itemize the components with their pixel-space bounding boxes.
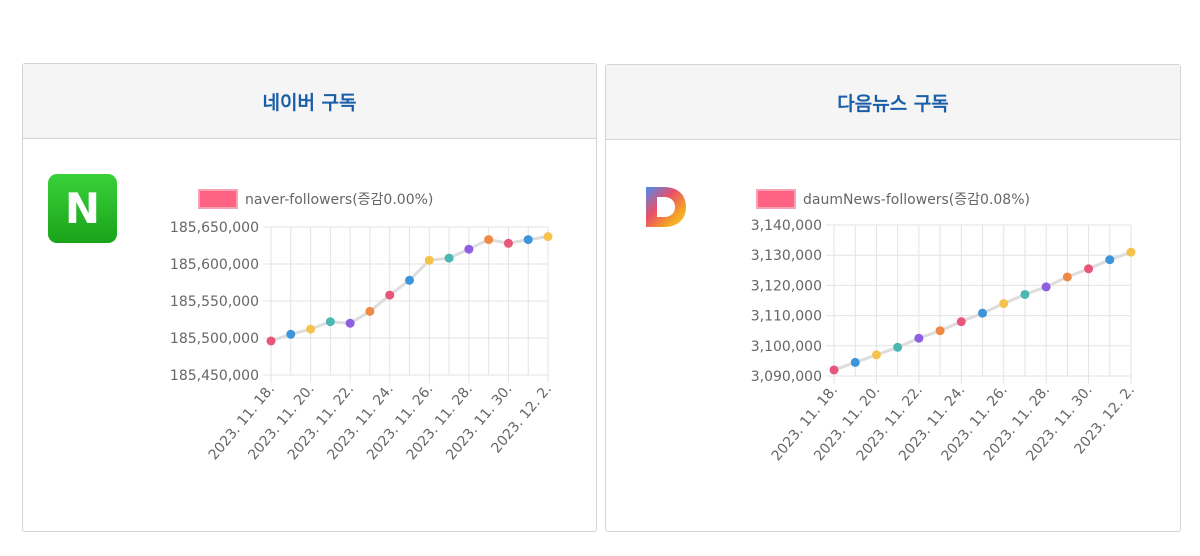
daum-y-tick-label: 3,120,000 [751, 278, 822, 294]
daum-data-point[interactable] [1084, 264, 1094, 274]
daum-data-point[interactable] [999, 299, 1009, 309]
daum-data-point[interactable] [1020, 289, 1030, 299]
daum-y-tick-label: 3,140,000 [751, 218, 822, 234]
daum-data-point[interactable] [1126, 247, 1136, 257]
daum-legend-label[interactable]: daumNews-followers(증감0.08%) [803, 192, 1030, 208]
naver-legend-label[interactable]: naver-followers(증감0.00%) [245, 192, 433, 208]
naver-y-tick-label: 185,550,000 [170, 294, 259, 310]
daum-data-point[interactable] [956, 317, 966, 327]
naver-logo-letter: N [64, 184, 101, 233]
daum-icon [646, 187, 686, 227]
daum-data-point[interactable] [1062, 272, 1072, 282]
daum-card: 다음뉴스 구독 daumNews-followers(증감0.08%) 3,140… [605, 64, 1181, 532]
daum-data-point[interactable] [935, 326, 945, 336]
naver-data-point[interactable] [503, 238, 513, 248]
daum-card-title: 다음뉴스 구독 [606, 65, 1180, 140]
daum-followers-chart: daumNews-followers(증감0.08%) 3,140,000 3,13… [751, 189, 1138, 464]
naver-icon: N [48, 174, 117, 243]
naver-data-point[interactable] [405, 275, 414, 285]
daum-legend-swatch[interactable] [756, 189, 796, 209]
daum-data-point[interactable] [893, 342, 903, 352]
daum-data-point[interactable] [978, 308, 987, 318]
daum-data-point[interactable] [829, 365, 839, 375]
naver-card-title: 네이버 구독 [23, 64, 596, 139]
daum-data-point[interactable] [1041, 282, 1051, 292]
daum-y-tick-label: 3,100,000 [751, 339, 822, 355]
daum-data-point[interactable] [871, 350, 881, 360]
naver-data-point[interactable] [444, 253, 454, 263]
naver-data-point[interactable] [464, 244, 474, 254]
naver-followers-chart: naver-followers(증감0.00%) 185,650,000 185,6… [170, 189, 555, 463]
daum-data-point[interactable] [914, 333, 924, 343]
daum-data-point[interactable] [1105, 255, 1115, 265]
naver-data-point[interactable] [523, 235, 533, 245]
naver-data-point[interactable] [325, 317, 335, 327]
naver-data-point[interactable] [424, 255, 434, 265]
daum-data-point[interactable] [850, 357, 860, 367]
daum-y-tick-label: 3,110,000 [751, 309, 822, 325]
naver-data-point[interactable] [385, 290, 395, 300]
naver-data-point[interactable] [266, 336, 276, 346]
naver-y-tick-label: 185,450,000 [170, 368, 259, 384]
daum-y-tick-label: 3,090,000 [751, 369, 822, 385]
daum-y-tick-label: 3,130,000 [751, 248, 822, 264]
naver-data-point[interactable] [365, 306, 375, 316]
naver-y-tick-label: 185,500,000 [170, 331, 259, 347]
naver-data-point[interactable] [484, 235, 494, 245]
naver-y-tick-label: 185,650,000 [170, 220, 259, 236]
naver-data-point[interactable] [306, 324, 316, 334]
naver-data-point[interactable] [345, 318, 355, 328]
naver-y-tick-label: 185,600,000 [170, 257, 259, 273]
naver-data-point[interactable] [543, 232, 553, 242]
naver-card: 네이버 구독 N naver-followers(증감0.00%) 185,650… [22, 63, 597, 532]
naver-legend-swatch[interactable] [198, 189, 238, 209]
naver-data-point[interactable] [286, 329, 296, 339]
